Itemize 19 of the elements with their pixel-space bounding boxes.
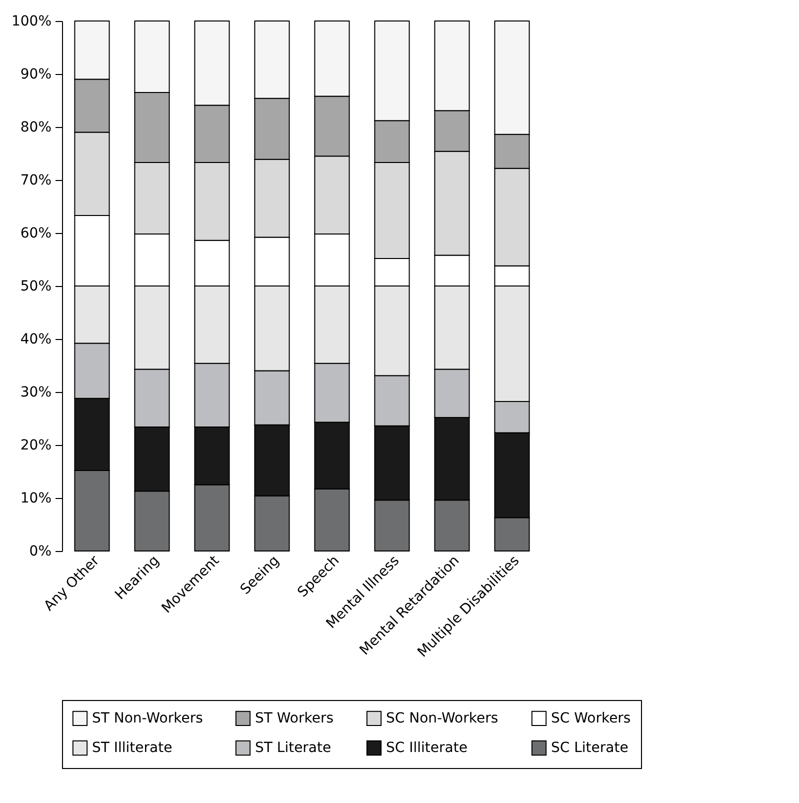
y-tick-label: 30% [20,384,52,400]
legend-label: SC Workers [551,710,631,726]
y-tick-label: 40% [20,332,52,348]
y-tick-label: 20% [20,438,52,454]
y-tick-label: 70% [20,172,52,188]
legend-label: SC Illiterate [386,740,468,756]
y-tick-label: 60% [20,226,52,242]
y-tick-label: 100% [11,14,52,30]
y-tick-label: 50% [20,278,52,294]
legend-label: SC Non-Workers [386,710,498,726]
legend-label: ST Non-Workers [92,710,203,726]
y-tick-label: 90% [20,66,52,82]
y-tick-label: 10% [20,490,52,506]
legend-label: SC Literate [551,740,628,756]
y-tick-label: 80% [20,120,52,136]
y-tick-label: 0% [29,544,52,560]
legend-label: ST Literate [255,740,332,756]
legend-label: ST Workers [255,710,334,726]
legend-label: ST Illiterate [92,740,172,756]
